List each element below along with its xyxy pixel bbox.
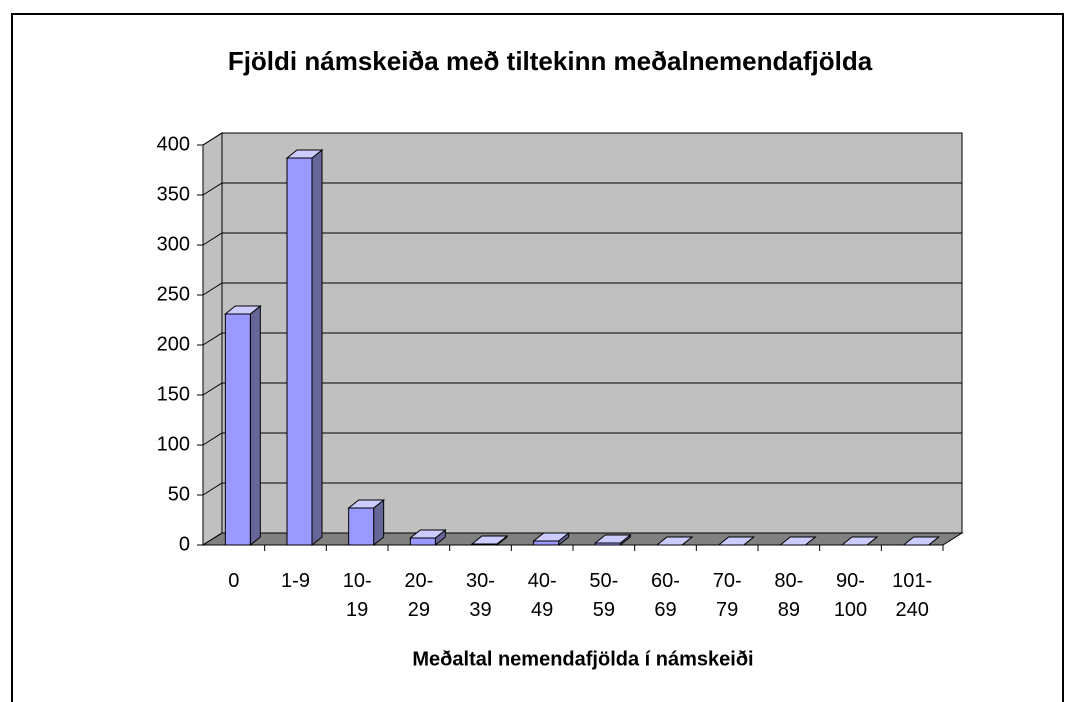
- x-tick-label: 10-19: [343, 570, 372, 621]
- grid-line: [202, 282, 962, 296]
- grid-line: [202, 132, 962, 146]
- grid-line: [202, 482, 962, 496]
- x-tick-label: 1-9: [281, 570, 310, 592]
- bar: [533, 540, 560, 546]
- bar-top: [717, 536, 756, 546]
- y-tick-label: 100: [157, 433, 190, 455]
- x-tick-label: 50-59: [589, 570, 618, 621]
- bar-top: [840, 536, 879, 546]
- y-tick-label: 350: [157, 183, 190, 205]
- x-tick-label: 30-39: [466, 570, 495, 621]
- grid-line: [202, 232, 962, 246]
- bar: [286, 157, 313, 546]
- y-tick-label: 150: [157, 383, 190, 405]
- grid-line: [202, 182, 962, 196]
- bar: [409, 537, 436, 546]
- bar: [471, 543, 498, 546]
- x-tick-label: 101-240: [892, 570, 932, 621]
- x-tick-label: 20-29: [404, 570, 433, 621]
- grid-line: [202, 432, 962, 446]
- y-tick-label: 250: [157, 283, 190, 305]
- bar-top: [655, 536, 694, 546]
- y-tick-label: 300: [157, 233, 190, 255]
- chart-title: Fjöldi námskeiða með tiltekinn meðalneme…: [228, 46, 873, 76]
- x-tick-label: 60-69: [651, 570, 680, 621]
- y-tick-label: 0: [179, 533, 190, 555]
- y-tick-label: 200: [157, 333, 190, 355]
- bar: [348, 507, 375, 546]
- chart-frame: [11, 13, 1064, 702]
- x-tick-label: 80-89: [774, 570, 803, 621]
- grid-line: [202, 382, 962, 396]
- x-tick-label: 90-100: [834, 570, 867, 621]
- bar: [594, 542, 621, 546]
- bar: [224, 313, 251, 546]
- x-tick-label: 70-79: [713, 570, 742, 621]
- grid-line: [202, 532, 962, 546]
- bar-side: [249, 304, 261, 547]
- x-tick-label: 40-49: [528, 570, 557, 621]
- bar-top: [902, 536, 941, 546]
- y-tick-label: 400: [157, 133, 190, 155]
- x-axis-title: Meðaltal nemendafjölda í námskeiði: [412, 648, 753, 670]
- x-tick-label: 0: [228, 570, 239, 592]
- bar-side: [311, 148, 323, 547]
- bar-top: [778, 536, 817, 546]
- grid-line: [202, 332, 962, 346]
- y-tick-label: 50: [168, 483, 190, 505]
